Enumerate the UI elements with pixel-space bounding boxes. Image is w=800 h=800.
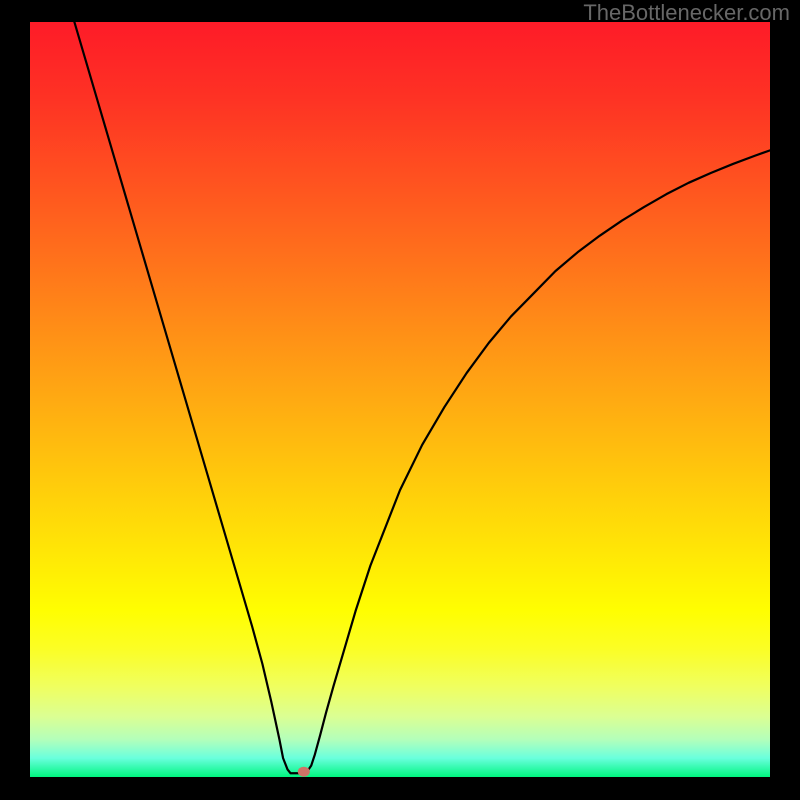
- chart-svg: [0, 0, 800, 800]
- bottleneck-chart: TheBottlenecker.com: [0, 0, 800, 800]
- plot-background-gradient: [30, 22, 770, 777]
- optimum-marker: [298, 767, 310, 777]
